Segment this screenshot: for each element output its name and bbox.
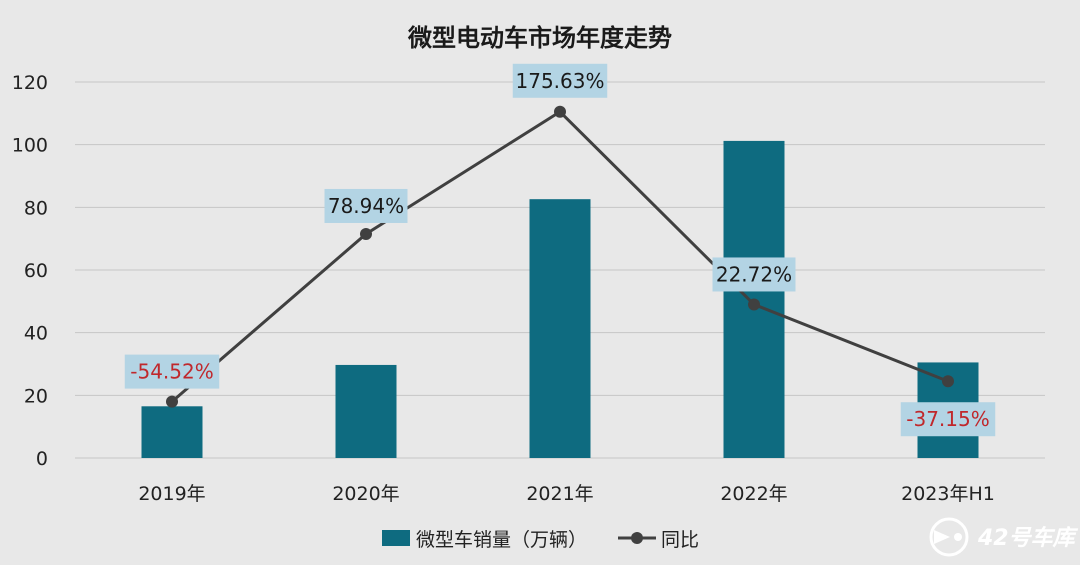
y-tick-label: 100: [12, 135, 48, 157]
data-label-box: [324, 188, 408, 223]
x-tick-label: 2022年: [720, 483, 787, 505]
data-label-box: [712, 257, 796, 292]
data-label-box: [900, 402, 996, 437]
42hao-logo-icon: [929, 517, 969, 557]
line-point: [166, 395, 178, 408]
line-point: [942, 375, 954, 388]
x-tick-label: 2020年: [332, 483, 399, 505]
line-point: [360, 227, 372, 240]
bar: [335, 364, 397, 458]
data-label-box: [124, 354, 220, 389]
legend-bar-label: 微型车销量（万辆）: [416, 529, 587, 551]
legend-bar-swatch: [382, 530, 410, 546]
data-label-box: [512, 63, 608, 98]
x-tick-label: 2019年: [138, 483, 205, 505]
data-labels: -54.52% 78.94% 175.63% 22.72% -37.15%: [124, 63, 996, 437]
data-label: -37.15%: [906, 407, 989, 431]
y-axis-ticks: 0 20 40 60 80 100 120: [12, 72, 48, 470]
line-point: [748, 298, 760, 311]
bar: [529, 199, 591, 459]
x-axis-ticks: 2019年 2020年 2021年 2022年 2023年H1: [138, 483, 995, 505]
data-label: 175.63%: [516, 69, 605, 93]
bar: [141, 406, 203, 458]
data-label: 22.72%: [716, 262, 792, 286]
y-tick-label: 0: [36, 448, 48, 470]
line-point: [554, 105, 566, 118]
y-tick-label: 120: [12, 72, 48, 94]
legend-line-marker: [631, 532, 643, 544]
y-tick-label: 40: [24, 323, 48, 345]
y-tick-label: 80: [24, 197, 48, 219]
x-tick-label: 2021年: [526, 483, 593, 505]
legend: 微型车销量（万辆） 同比: [382, 529, 699, 551]
line-series: [166, 105, 954, 408]
chart-title: 微型电动车市场年度走势: [407, 24, 672, 52]
watermark: 42号车库: [929, 517, 1079, 557]
x-tick-label: 2023年H1: [901, 483, 995, 505]
bar-series: [141, 140, 979, 459]
watermark-text: 42号车库: [977, 525, 1079, 551]
y-tick-label: 60: [24, 260, 48, 282]
data-label: -54.52%: [130, 360, 213, 384]
y-tick-label: 20: [24, 385, 48, 407]
data-label: 78.94%: [328, 194, 404, 218]
legend-line-label: 同比: [661, 529, 699, 551]
